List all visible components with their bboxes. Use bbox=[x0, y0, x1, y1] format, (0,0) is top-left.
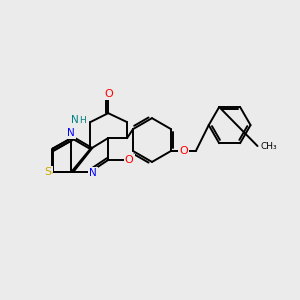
Text: O: O bbox=[179, 146, 188, 156]
Text: N: N bbox=[68, 128, 75, 138]
Text: S: S bbox=[45, 167, 52, 177]
Text: H: H bbox=[79, 116, 86, 124]
Text: N: N bbox=[89, 168, 97, 178]
Text: N: N bbox=[71, 115, 79, 125]
Text: O: O bbox=[105, 89, 114, 99]
Text: O: O bbox=[125, 155, 134, 165]
Text: CH₃: CH₃ bbox=[260, 142, 277, 151]
Text: S: S bbox=[44, 167, 51, 177]
